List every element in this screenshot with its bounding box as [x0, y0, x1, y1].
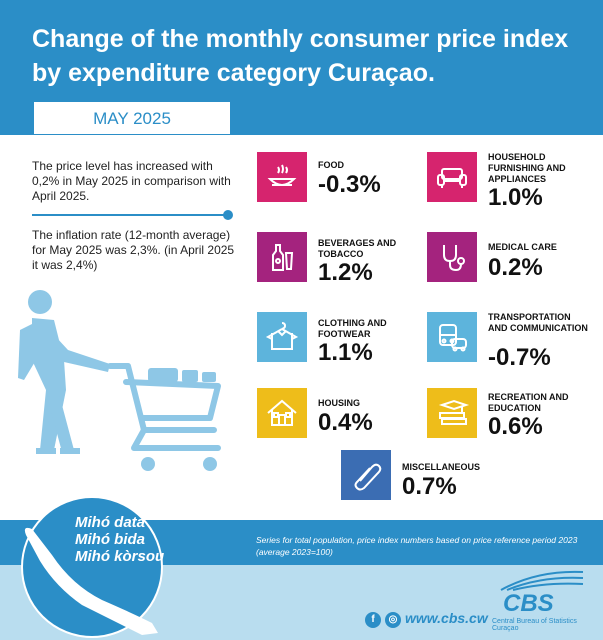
recreation-label: RECREATION AND EDUCATION — [488, 392, 569, 413]
clothing-tile — [257, 312, 307, 362]
cbs-logo-text: CBS — [503, 590, 554, 617]
food-value: -0.3% — [318, 171, 381, 198]
website-link[interactable]: www.cbs.cw — [405, 610, 488, 626]
miscellaneous-value: 0.7% — [402, 473, 457, 500]
page-title: Change of the monthly consumer price ind… — [32, 25, 569, 87]
slogan-line-3: Mihó kòrsou — [75, 548, 165, 565]
instagram-icon[interactable]: ◎ — [385, 612, 401, 628]
shopper-illustration — [18, 290, 221, 471]
books-icon — [438, 399, 470, 425]
slogan-line-2: Mihó bida — [75, 531, 145, 548]
housing-tile — [257, 388, 307, 438]
transportation-tile — [427, 312, 477, 362]
bottle-icon — [272, 244, 294, 271]
slogan-line-1: Mihó data — [75, 514, 145, 531]
transportation-label: TRANSPORTATION AND COMMUNICATION — [488, 312, 588, 333]
household-tile — [427, 152, 477, 202]
food-bowl-icon — [267, 164, 297, 186]
house-icon — [267, 399, 297, 426]
household-value: 1.0% — [488, 184, 543, 211]
medical-label: MEDICAL CARE — [488, 242, 557, 252]
cbs-logo-subtitle: Central Bureau of Statistics Curaçao — [492, 618, 577, 632]
beverages-tile — [257, 232, 307, 282]
beverages-label: BEVERAGES AND TOBACCO — [318, 238, 397, 259]
period-label: MAY 2025 — [32, 100, 232, 134]
sofa-icon — [437, 168, 467, 188]
housing-value: 0.4% — [318, 409, 373, 436]
recreation-tile — [427, 388, 477, 438]
bus-car-icon — [439, 324, 467, 352]
clothing-value: 1.1% — [318, 339, 373, 366]
stethoscope-icon — [443, 245, 465, 272]
household-label: HOUSEHOLD FURNISHING AND APPLIANCES — [488, 152, 566, 184]
slogan: Mihó data Mihó bida Mihó kòrsou — [75, 514, 164, 565]
food-tile — [257, 152, 307, 202]
footnote: Series for total population, price index… — [256, 535, 578, 557]
miscellaneous-tile — [341, 450, 391, 500]
food-label: FOOD — [318, 160, 344, 170]
beverages-value: 1.2% — [318, 259, 373, 286]
clothing-label: CLOTHING AND FOOTWEAR — [318, 318, 387, 339]
divider-dot — [223, 210, 233, 220]
price-level-text: The price level has increased with 0,2% … — [32, 159, 231, 203]
medical-tile — [427, 232, 477, 282]
transportation-value: -0.7% — [488, 344, 551, 371]
medical-value: 0.2% — [488, 254, 543, 281]
facebook-icon[interactable]: f — [365, 612, 381, 628]
shirt-icon — [265, 322, 299, 350]
miscellaneous-label: MISCELLANEOUS — [402, 462, 481, 472]
housing-label: HOUSING — [318, 398, 361, 408]
paperclip-icon — [354, 463, 382, 491]
cbs-wave-logo — [500, 570, 584, 591]
curacao-island-badge — [21, 496, 163, 638]
recreation-value: 0.6% — [488, 413, 543, 440]
divider-line — [32, 214, 228, 216]
inflation-text: The inflation rate (12-month average) fo… — [32, 228, 235, 272]
